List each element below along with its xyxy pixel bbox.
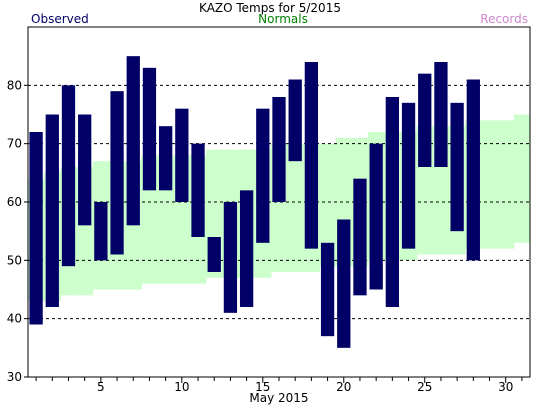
legend-observed: Observed <box>31 12 89 26</box>
observed-bar-day-16 <box>272 97 286 202</box>
normals-band-day-30 <box>497 120 515 249</box>
legend-records: Records <box>480 12 528 26</box>
x-tick-label-25: 25 <box>417 380 432 394</box>
observed-bar-day-27 <box>450 102 464 232</box>
legend-normals: Normals <box>258 12 308 26</box>
observed-bar-day-18 <box>304 62 319 249</box>
observed-bar-day-14 <box>239 190 254 307</box>
observed-bar-day-20 <box>337 219 351 348</box>
observed-bar-day-21 <box>353 178 367 296</box>
normals-band-day-17 <box>287 143 304 272</box>
observed-bar-day-23 <box>385 97 399 307</box>
observed-bar-day-12 <box>207 237 221 272</box>
x-tick-label-10: 10 <box>174 380 189 394</box>
x-tick-label-30: 30 <box>498 380 513 394</box>
observed-bar-day-19 <box>320 242 335 337</box>
observed-bar-day-22 <box>369 143 383 290</box>
observed-bar-day-6 <box>110 91 124 255</box>
observed-bar-day-17 <box>288 79 302 162</box>
observed-bar-day-15 <box>256 108 270 243</box>
observed-bar-day-5 <box>94 202 108 261</box>
observed-bar-day-11 <box>191 143 205 237</box>
y-tick-label-30: 30 <box>7 370 22 384</box>
y-tick-label-80: 80 <box>7 78 22 92</box>
axes: 30 40 50 60 70 80 5 10 15 20 25 30 <box>7 26 531 394</box>
normals-band-day-29 <box>481 120 499 249</box>
y-tick-label-60: 60 <box>7 195 22 209</box>
x-tick-label-5: 5 <box>97 380 105 394</box>
observed-bars <box>29 56 480 348</box>
chart-title: KAZO Temps for 5/2015 <box>199 1 341 15</box>
observed-bar-day-10 <box>175 108 189 202</box>
normals-band-day-31 <box>513 114 531 243</box>
observed-bar-day-13 <box>223 202 238 313</box>
y-tick-label-40: 40 <box>7 312 22 326</box>
normals-band-day-19 <box>319 143 337 267</box>
observed-bar-day-24 <box>401 102 416 249</box>
y-tick-label-70: 70 <box>7 137 22 151</box>
observed-bar-day-7 <box>126 56 140 226</box>
observed-bar-day-4 <box>78 114 92 226</box>
observed-bar-day-28 <box>466 79 480 261</box>
observed-bar-day-26 <box>434 62 448 167</box>
observed-bar-day-9 <box>159 126 173 191</box>
observed-bar-day-2 <box>45 114 59 307</box>
x-tick-label-20: 20 <box>336 380 351 394</box>
observed-bar-day-1 <box>29 132 43 325</box>
x-tick-label-15: 15 <box>255 380 270 394</box>
observed-bar-day-3 <box>61 85 76 267</box>
observed-bar-day-8 <box>142 67 157 191</box>
x-axis-label: May 2015 <box>249 391 308 405</box>
observed-bar-day-25 <box>418 73 432 167</box>
y-tick-label-50: 50 <box>7 253 22 267</box>
